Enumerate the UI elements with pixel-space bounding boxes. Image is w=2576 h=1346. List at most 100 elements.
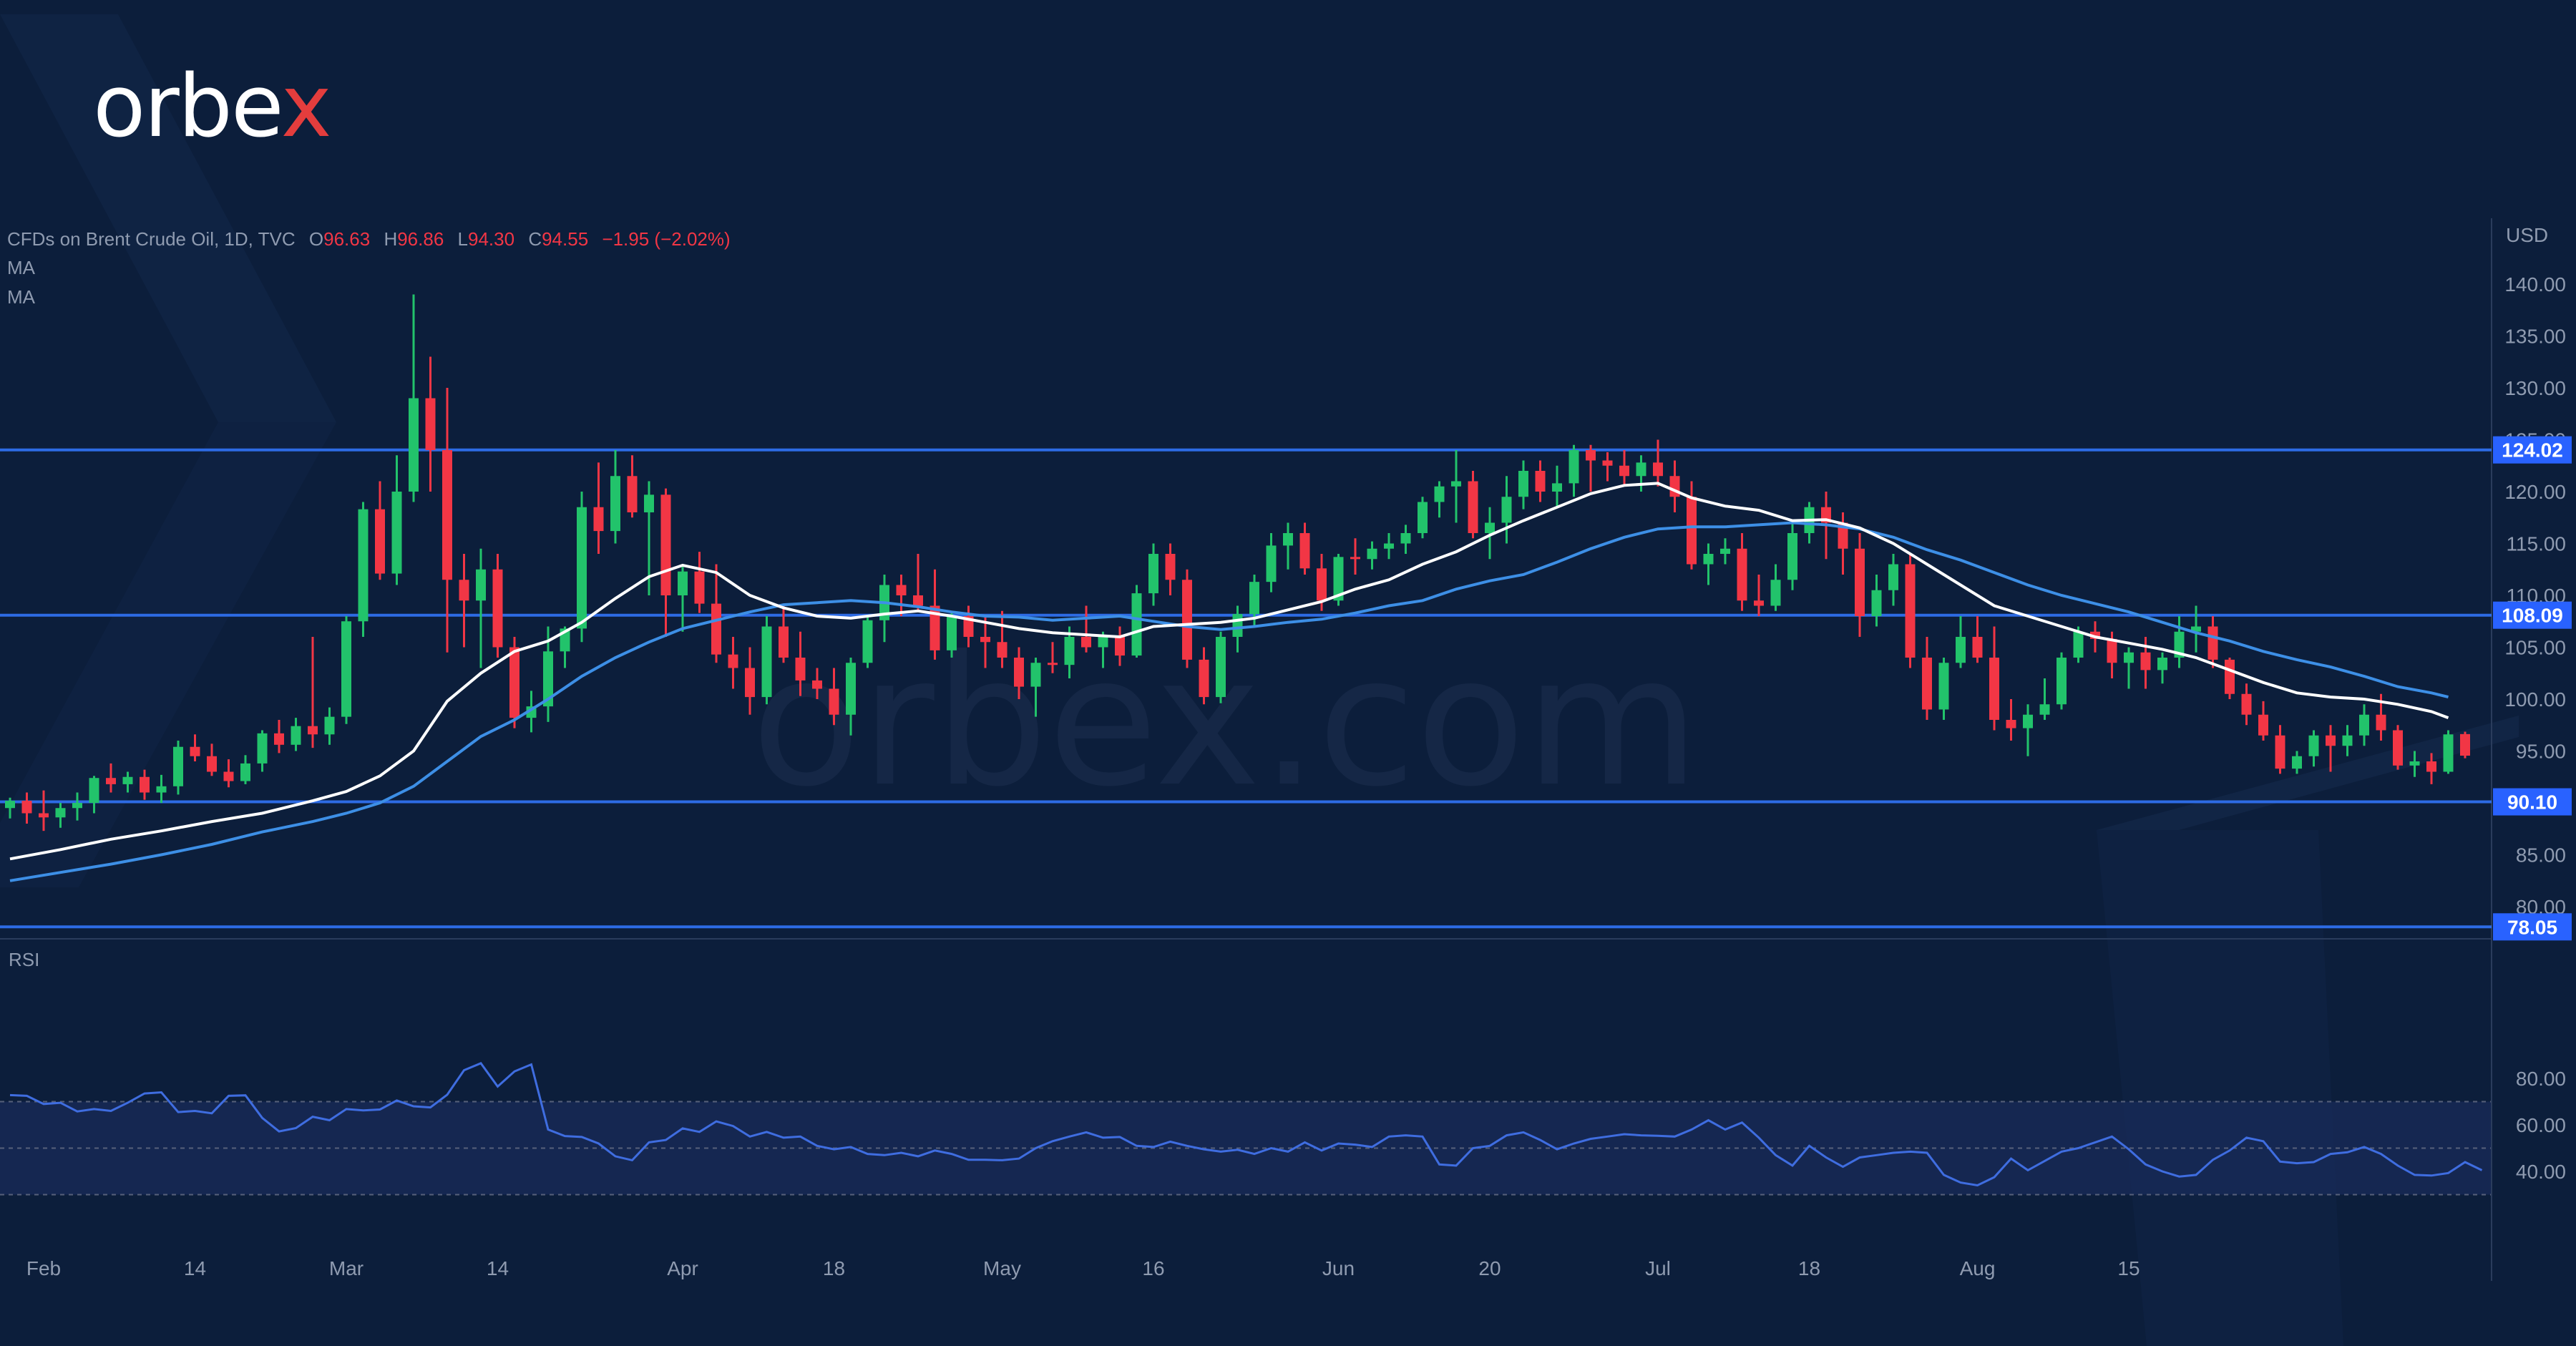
price-tick-label: 85.00 — [2516, 844, 2566, 867]
candle — [1703, 543, 1714, 585]
time-tick-label: Apr — [667, 1257, 698, 1279]
candle — [89, 776, 99, 814]
change-value: −1.95 (−2.02%) — [602, 228, 730, 250]
candle — [2258, 701, 2268, 741]
candle — [761, 616, 772, 705]
bg-chevron-lower — [0, 422, 336, 887]
candle — [391, 455, 402, 585]
candle — [425, 356, 436, 492]
logo-x: x — [281, 57, 331, 157]
level-badges: 124.02 108.09 90.10 78.05 — [2493, 436, 2572, 941]
candle — [577, 492, 587, 643]
candle — [2326, 725, 2336, 772]
candle — [442, 388, 452, 653]
candle — [140, 769, 150, 800]
candle — [1418, 497, 1428, 539]
candle — [1165, 543, 1176, 595]
candle — [1787, 522, 1797, 590]
candle — [492, 554, 503, 658]
candle — [2039, 678, 2050, 720]
time-tick-label: 15 — [2117, 1257, 2140, 1279]
time-axis: Feb 14 Mar 14 Apr 18 May 16 Jun 20 Jul 18 Aug 15 — [26, 1257, 2140, 1279]
candle — [728, 637, 738, 689]
candle — [341, 616, 351, 724]
candle — [1922, 637, 1932, 720]
candle — [2275, 725, 2285, 774]
level-badge-label: 124.02 — [2502, 439, 2563, 462]
candle — [375, 481, 385, 580]
candle — [1552, 465, 1562, 507]
candle — [2023, 704, 2033, 756]
candle — [2426, 753, 2436, 784]
candle — [358, 502, 369, 637]
candle — [2241, 683, 2252, 726]
candle — [1602, 452, 1613, 482]
candle — [1669, 460, 1680, 512]
candle — [1468, 471, 1478, 539]
bg-slab — [2097, 830, 2343, 1346]
candle — [240, 755, 250, 784]
bg-stripe — [2097, 716, 2519, 852]
background-decoration — [0, 14, 2519, 1346]
candle — [1687, 481, 1697, 570]
candle — [1653, 439, 1663, 487]
candle — [207, 743, 217, 776]
candle — [1182, 569, 1192, 668]
candle — [409, 294, 419, 502]
price-axis: 80.0085.0090.0095.00100.00105.00110.0011… — [2504, 273, 2566, 918]
price-tick-label: 100.00 — [2504, 688, 2566, 711]
candle — [2225, 658, 2235, 699]
ma-fast-legend: MA — [7, 257, 36, 278]
candle — [1501, 476, 1512, 544]
candle — [291, 718, 301, 751]
time-tick-label: Feb — [26, 1257, 61, 1279]
candle — [1938, 658, 1949, 720]
bg-chevron-upper — [0, 14, 336, 422]
low-label: L — [458, 228, 468, 250]
candle — [2308, 730, 2319, 767]
close-value: 94.55 — [542, 228, 588, 250]
candle — [156, 774, 167, 803]
candle — [1568, 444, 1579, 497]
candle — [2174, 616, 2185, 668]
candle — [779, 605, 789, 663]
candlestick-series — [5, 294, 2470, 832]
candle — [2124, 647, 2134, 689]
time-tick-label: 16 — [1142, 1257, 1164, 1279]
candle — [308, 637, 318, 748]
candle — [2057, 652, 2067, 710]
time-tick-label: Jun — [1322, 1257, 1355, 1279]
price-tick-label: 140.00 — [2504, 273, 2566, 296]
candle — [324, 707, 335, 745]
candle — [694, 552, 705, 613]
candle — [2409, 751, 2420, 777]
candle — [1989, 626, 1999, 731]
level-badge — [2493, 601, 2572, 629]
orbex-logo: orbex — [93, 57, 332, 157]
price-tick-label: 115.00 — [2506, 533, 2566, 555]
level-badge — [2493, 436, 2572, 464]
candle — [190, 734, 200, 761]
candle — [862, 616, 873, 668]
candle — [1972, 616, 1983, 663]
candle — [812, 668, 822, 699]
candle — [106, 763, 116, 793]
candle — [1115, 626, 1125, 666]
high-label: H — [384, 228, 397, 250]
candle — [1199, 647, 1209, 705]
candle — [72, 792, 82, 821]
candle — [1636, 455, 1646, 492]
candle — [1956, 616, 1966, 668]
candle — [1098, 631, 1108, 668]
candle — [21, 792, 32, 824]
candle — [1030, 658, 1041, 717]
close-label: C — [528, 228, 542, 250]
candle — [5, 797, 15, 819]
candle — [627, 455, 638, 518]
candle — [610, 450, 620, 544]
candle — [896, 575, 907, 616]
rsi-line — [9, 1062, 2483, 1187]
candle — [1216, 631, 1226, 703]
candle — [1434, 481, 1445, 518]
